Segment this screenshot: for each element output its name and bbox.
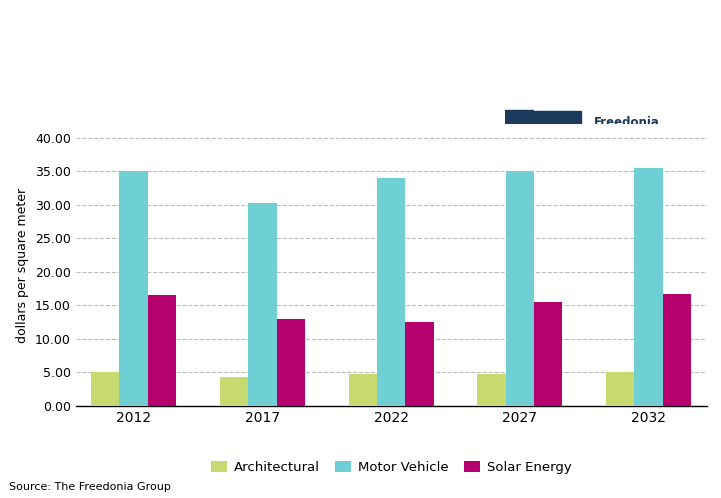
Bar: [505, 171, 534, 406]
Bar: [505, 128, 555, 138]
Bar: [148, 295, 176, 406]
Bar: [534, 302, 562, 406]
Bar: [505, 112, 581, 123]
Bar: [634, 168, 663, 406]
Bar: [663, 294, 691, 406]
Text: Source: The Freedonia Group: Source: The Freedonia Group: [9, 482, 171, 492]
Bar: [248, 203, 277, 406]
Bar: [405, 322, 433, 406]
Legend: Architectural, Motor Vehicle, Solar Energy: Architectural, Motor Vehicle, Solar Ener…: [205, 456, 577, 480]
Bar: [606, 373, 634, 406]
Bar: [220, 377, 248, 406]
Text: Group: Group: [593, 141, 621, 150]
Bar: [349, 374, 377, 406]
Bar: [120, 171, 148, 406]
Bar: [277, 319, 305, 406]
Text: Freedonia: Freedonia: [593, 117, 660, 129]
Bar: [477, 374, 505, 406]
Y-axis label: dollars per square meter: dollars per square meter: [17, 188, 30, 343]
Bar: [91, 373, 120, 406]
Bar: [505, 111, 533, 156]
Bar: [505, 147, 555, 156]
Bar: [377, 178, 405, 406]
Text: Figure 3-7.
Global Fabricated Flat Glass Pricing by Market,
2012, 2017, 2022, 20: Figure 3-7. Global Fabricated Flat Glass…: [9, 7, 334, 75]
